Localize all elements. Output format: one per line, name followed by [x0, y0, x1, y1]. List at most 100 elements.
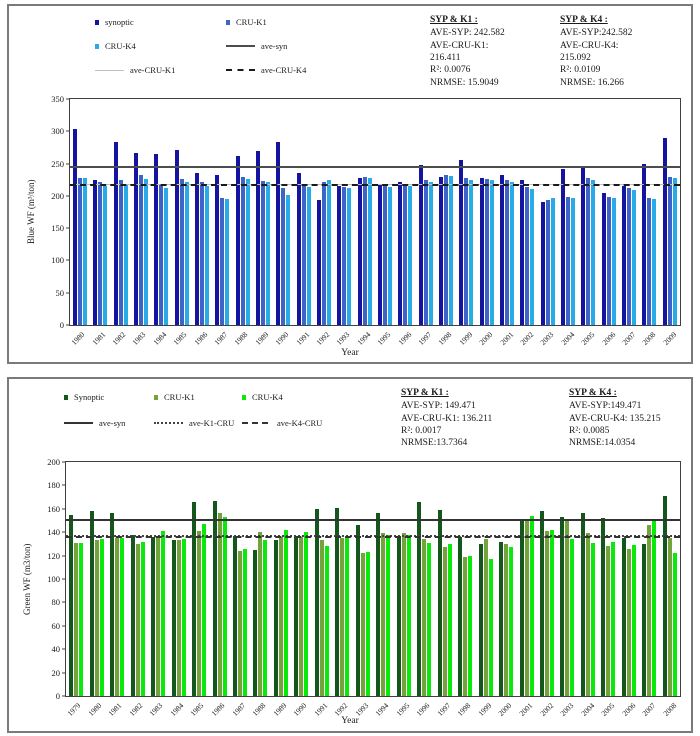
bar-cru-k4-1994	[386, 534, 391, 696]
refline-ave-syn	[66, 519, 680, 522]
bar-synoptic-1985	[174, 150, 179, 325]
y-tick-mark	[62, 578, 66, 580]
bar-cru-k1-1983	[156, 535, 161, 696]
bar-cru-k1-1982	[118, 179, 123, 325]
year-group-1979	[66, 462, 86, 696]
legend-line-swatch	[95, 69, 124, 71]
bar-cru-k1-1980	[78, 177, 83, 325]
year-group-1986	[192, 99, 212, 325]
y-tick-mark	[66, 259, 70, 261]
year-group-1995	[394, 462, 414, 696]
bar-cru-k1-2005	[586, 178, 591, 325]
refline-ave-k4-cru	[66, 535, 680, 538]
bar-synoptic-2006	[621, 538, 626, 696]
bar-cru-k4-2005	[611, 541, 616, 696]
bar-cru-k1-2002	[525, 187, 530, 325]
bar-synoptic-1986	[195, 173, 200, 325]
legend-item-ave-syn: ave-syn	[226, 41, 376, 51]
stats-title: SYP & K1 :	[401, 388, 449, 398]
x-tick-label-1996: 1996	[396, 330, 413, 347]
bar-cru-k1-1992	[340, 538, 345, 696]
legend-item-cru-k1: CRU-K1	[154, 392, 242, 402]
bar-synoptic-1996	[417, 501, 422, 696]
bar-synoptic-1982	[113, 142, 118, 325]
bar-synoptic-2006	[601, 192, 606, 325]
green-wf-plot-area: 0 20 40 60 80 100 120 140 160 180 200 1979 1980 1981…	[47, 457, 681, 718]
y-tick-label-0: 0	[59, 320, 64, 330]
bar-synoptic-1998	[439, 176, 444, 325]
y-tick-label-200: 200	[47, 457, 60, 467]
blue-wf-plot-area: 0 50 100 150 200 250 300 350 1980 1981 1982 1983 19…	[51, 94, 681, 347]
year-group-1999	[475, 462, 495, 696]
bar-synoptic-1996	[398, 181, 403, 325]
x-tick-label-1989: 1989	[253, 330, 271, 347]
x-tick-label-1981: 1981	[90, 330, 107, 347]
y-tick-label-0: 0	[55, 691, 60, 701]
bar-synoptic-1991	[296, 173, 301, 325]
bar-synoptic-1980	[73, 129, 78, 325]
year-group-2001	[516, 462, 536, 696]
year-group-1984	[168, 462, 188, 696]
year-group-2009	[660, 99, 680, 325]
year-group-1999	[456, 99, 476, 325]
x-tick-label-1997: 1997	[416, 330, 434, 347]
bar-cru-k1-2006	[626, 548, 631, 696]
x-tick-label-1982: 1982	[110, 330, 128, 347]
bar-cru-k1-2004	[566, 196, 571, 325]
bar-synoptic-1983	[151, 536, 156, 696]
bar-cru-k1-2007	[627, 188, 632, 325]
year-group-2008	[639, 99, 659, 325]
x-tick-label-2003: 2003	[538, 330, 556, 347]
bar-cru-k4-1999	[469, 180, 474, 325]
bar-synoptic-1994	[357, 177, 362, 325]
y-tick-mark	[66, 130, 70, 132]
legend-item-cru-k1: CRU-K1	[226, 17, 376, 27]
year-group-1988	[233, 99, 253, 325]
year-group-2003	[557, 462, 577, 696]
bar-cru-k4-1989	[283, 529, 288, 696]
stats-title: SYP & K1 :	[430, 15, 478, 25]
bar-cru-k1-1993	[360, 553, 365, 696]
bar-synoptic-1980	[89, 511, 94, 696]
year-group-2004	[558, 99, 578, 325]
y-tick-label-180: 180	[47, 480, 60, 491]
bar-cru-k4-2000	[489, 180, 494, 325]
legend-item-cru-k4: CRU-K4	[242, 392, 362, 402]
bar-cru-k4-1992	[345, 536, 350, 696]
year-group-1988	[250, 462, 270, 696]
bar-cru-k1-1985	[197, 531, 202, 696]
x-tick-label-1984: 1984	[151, 330, 169, 347]
bar-synoptic-2007	[642, 543, 647, 696]
bar-cru-k1-2000	[504, 543, 509, 696]
green-wf-stats: SYP & K1 : AVE-SYP: 149.471 AVE-CRU-K1: 13…	[401, 387, 700, 450]
bar-cru-k1-1993	[342, 186, 347, 325]
bar-cru-k4-1988	[263, 540, 268, 696]
bar-synoptic-2004	[580, 513, 585, 696]
bar-cru-k4-2008	[652, 199, 657, 325]
y-tick-mark	[66, 227, 70, 229]
bar-cru-k1-2000	[484, 179, 489, 325]
legend-label: ave-syn	[99, 418, 126, 428]
bar-synoptic-1991	[314, 508, 319, 696]
bar-cru-k1-1991	[301, 183, 306, 325]
stats-line: AVE-SYP:242.582	[560, 28, 633, 39]
bar-synoptic-1998	[458, 536, 463, 696]
legend-label: synoptic	[105, 17, 134, 27]
bar-synoptic-2007	[622, 186, 627, 325]
bar-cru-k1-1984	[176, 540, 181, 696]
bar-cru-k1-1990	[281, 188, 286, 325]
year-group-1986	[209, 462, 229, 696]
year-group-1994	[355, 99, 375, 325]
y-tick-mark	[66, 292, 70, 294]
y-tick-label-100: 100	[47, 574, 60, 584]
year-group-1987	[230, 462, 250, 696]
stats-line: NRMSE:14.0354	[569, 438, 636, 449]
bar-cru-k4-1987	[242, 548, 247, 696]
bar-cru-k4-2004	[571, 197, 576, 325]
year-group-1981	[107, 462, 127, 696]
bar-cru-k4-2004	[590, 542, 595, 696]
bar-synoptic-2001	[500, 175, 505, 325]
stats-line: R²: 0.0017	[401, 426, 442, 437]
x-tick-label-1987: 1987	[212, 330, 230, 347]
bar-synoptic-1982	[130, 534, 135, 696]
